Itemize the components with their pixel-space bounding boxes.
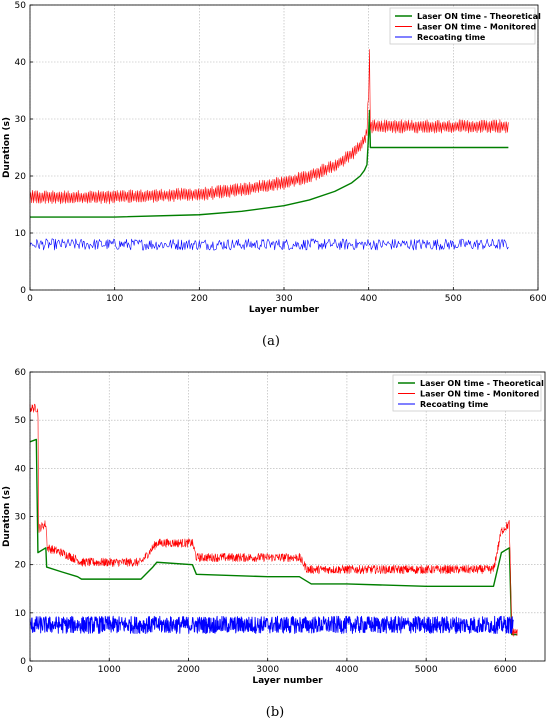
y-axis-label: Duration (s) bbox=[2, 486, 12, 547]
y-tick-label: 10 bbox=[15, 609, 27, 619]
series-line-recoating-time bbox=[29, 238, 509, 251]
x-tick-label: 100 bbox=[106, 294, 123, 304]
legend-label: Laser ON time - Theoretical bbox=[417, 12, 541, 21]
series-line-laser-on-time-theoretical bbox=[30, 109, 509, 218]
legend-label: Laser ON time - Monitored bbox=[420, 390, 540, 399]
legend-box bbox=[392, 374, 542, 412]
legend-label: Laser ON time - Theoretical bbox=[420, 379, 544, 388]
y-tick-label: 50 bbox=[15, 416, 27, 426]
x-tick-label: 5000 bbox=[415, 665, 438, 675]
legend-label: Laser ON time - Monitored bbox=[417, 23, 537, 32]
figure-caption: (b) bbox=[266, 705, 284, 720]
series-line-laser-on-time-monitored bbox=[29, 49, 509, 205]
chart-a: 0 100 200 300 400 500 600 0 10 20 30 40 50 Layer numb… bbox=[2, 1, 547, 349]
x-axis-label: Layer number bbox=[249, 305, 320, 315]
y-tick-label: 30 bbox=[15, 513, 27, 523]
x-tick-label: 200 bbox=[191, 294, 208, 304]
y-tick-label: 50 bbox=[15, 1, 27, 11]
x-tick-label: 300 bbox=[275, 294, 292, 304]
legend: Laser ON time - Theoretical Laser ON time… bbox=[392, 374, 544, 412]
legend-box bbox=[389, 7, 536, 45]
y-tick-label: 30 bbox=[15, 115, 27, 125]
series-line-laser-on-time-monitored bbox=[29, 403, 518, 637]
y-tick-label: 40 bbox=[15, 58, 27, 68]
y-tick-label: 60 bbox=[15, 368, 27, 378]
y-tick-label: 40 bbox=[15, 464, 27, 474]
x-tick-label: 2000 bbox=[177, 665, 200, 675]
x-tick-label: 0 bbox=[27, 294, 33, 304]
x-tick-label: 1000 bbox=[98, 665, 121, 675]
chart-b: 0 1000 2000 3000 4000 5000 6000 0 10 20 30 40 50 60 La… bbox=[2, 368, 546, 720]
x-tick-label: 4000 bbox=[335, 665, 358, 675]
x-axis-label: Layer number bbox=[252, 676, 323, 686]
legend-label: Recoating time bbox=[420, 400, 489, 409]
legend-label: Recoating time bbox=[417, 33, 486, 42]
y-tick-label: 0 bbox=[20, 657, 26, 667]
x-tick-label: 400 bbox=[360, 294, 377, 304]
x-tick-label: 6000 bbox=[494, 665, 517, 675]
x-tick-label: 600 bbox=[529, 294, 546, 304]
figure-caption: (a) bbox=[262, 334, 280, 349]
x-tick-label: 3000 bbox=[256, 665, 279, 675]
series-line-laser-on-time-theoretical bbox=[29, 438, 518, 636]
y-axis-label: Duration (s) bbox=[2, 117, 12, 178]
y-tick-label: 20 bbox=[15, 561, 27, 571]
series-line-recoating-time bbox=[29, 615, 514, 634]
y-tick-label: 20 bbox=[15, 172, 27, 182]
y-tick-label: 10 bbox=[15, 229, 27, 239]
legend: Laser ON time - Theoretical Laser ON time… bbox=[389, 7, 541, 45]
y-tick-label: 0 bbox=[20, 286, 26, 296]
x-tick-label: 500 bbox=[445, 294, 462, 304]
x-tick-label: 0 bbox=[27, 665, 33, 675]
